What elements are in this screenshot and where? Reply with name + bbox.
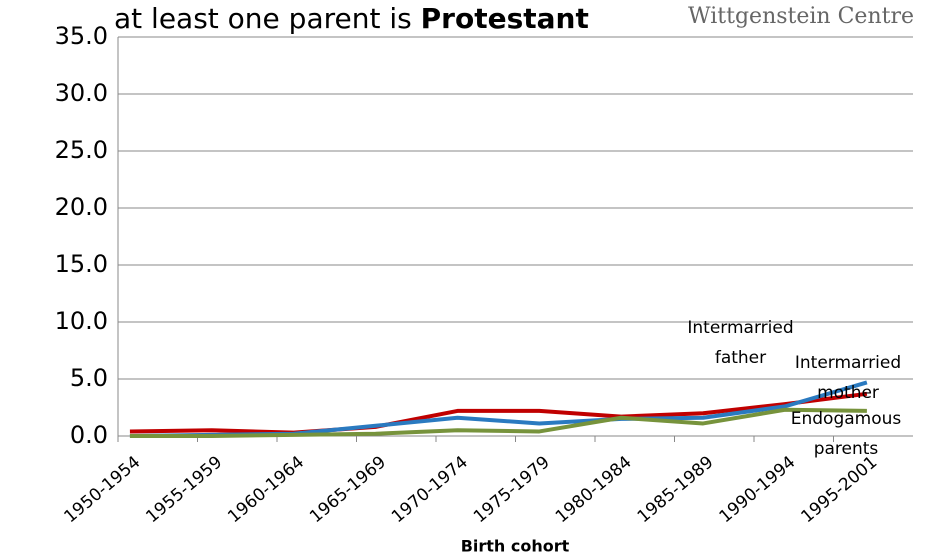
title-text: at least one parent is (114, 2, 412, 35)
y-tick-label: 0.0 (70, 421, 108, 449)
x-tick-label: 1970-1974 (388, 452, 472, 527)
x-tick-label: 1950-1954 (61, 452, 145, 527)
series-line (129, 391, 868, 435)
x-tick-label: 1980-1984 (552, 452, 636, 527)
y-tick-label: 35.0 (55, 22, 108, 50)
y-tick-label: 30.0 (55, 79, 108, 107)
chart-title: at least one parent is Protestant (114, 2, 589, 35)
series-label: Endogamous parents (790, 409, 902, 459)
series-label: Intermarried mother (794, 353, 902, 403)
x-tick-label: 1985-1989 (634, 452, 718, 527)
y-tick-label: 20.0 (55, 193, 108, 221)
title-emphasis: Protestant (421, 2, 589, 35)
series-line (129, 407, 867, 438)
x-tick-label: 1965-1969 (306, 452, 390, 527)
x-tick-label: 1975-1979 (470, 452, 554, 527)
logo: Wittgenstein Centre (688, 4, 914, 29)
x-tick-label: 1955-1959 (142, 452, 226, 527)
y-tick-label: 10.0 (55, 307, 108, 335)
y-tick-label: 25.0 (55, 136, 108, 164)
y-tick-label: 15.0 (55, 250, 108, 278)
x-tick-label: 1960-1964 (224, 452, 308, 527)
x-axis-label: Birth cohort (461, 537, 570, 556)
y-tick-label: 5.0 (70, 364, 108, 392)
series-label: Intermarried father (687, 318, 794, 368)
